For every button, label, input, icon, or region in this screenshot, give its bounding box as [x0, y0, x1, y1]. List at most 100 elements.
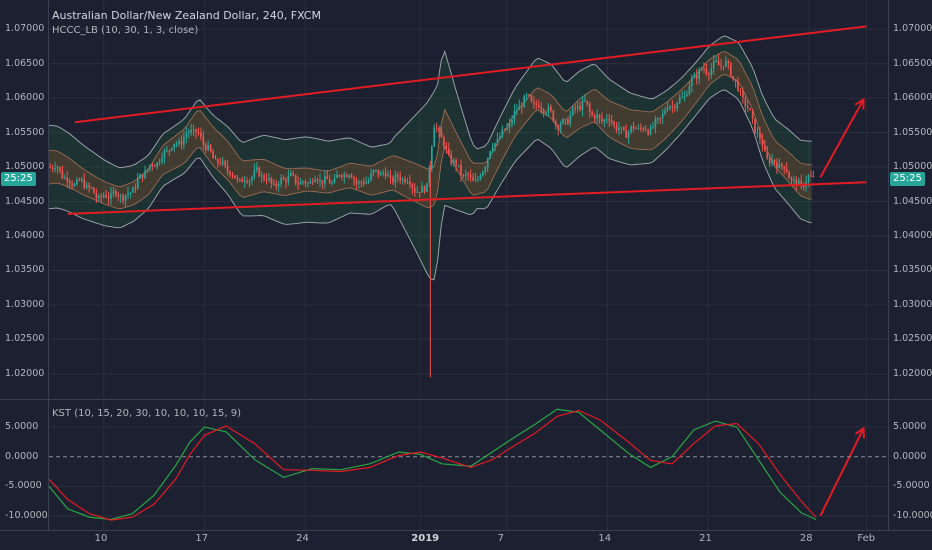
candle-body: [134, 188, 137, 190]
candle-body: [217, 159, 219, 163]
time-tick-label: 14: [598, 533, 612, 544]
price-tick-label-left: 1.02000: [5, 367, 45, 379]
candle-body: [59, 167, 61, 171]
candle-body: [343, 175, 346, 178]
candle-body: [576, 106, 579, 108]
candle-body: [426, 183, 428, 192]
candle-body: [151, 165, 154, 166]
candle-body: [192, 129, 195, 131]
candle-body: [265, 179, 268, 181]
candle-body: [275, 183, 278, 187]
candle-body: [112, 191, 115, 194]
price-tick-label-left: 1.03000: [5, 298, 45, 310]
candle-body: [479, 175, 482, 180]
candle-body: [409, 181, 411, 185]
candle-body: [63, 177, 66, 179]
candle-body: [491, 147, 494, 152]
candle-body: [535, 103, 538, 105]
candle-body: [224, 161, 227, 166]
candle-body: [712, 60, 715, 69]
candle-body: [681, 97, 683, 99]
candle-body: [139, 174, 141, 179]
candle-body: [328, 179, 331, 184]
candle-body: [144, 171, 146, 179]
candle-body: [550, 106, 552, 111]
candle-body: [396, 174, 399, 177]
candle-body: [440, 131, 443, 138]
candle-body: [657, 117, 659, 120]
candle-body: [379, 172, 382, 176]
kst-tick-label-left: 0.0000: [5, 450, 39, 462]
candle-body: [664, 110, 666, 114]
candle-body: [382, 172, 384, 174]
candle-body: [68, 181, 71, 183]
candle-body: [591, 112, 594, 116]
price-tick-label-right: 1.06000: [893, 92, 932, 104]
kst-projection-arrow-head: [854, 426, 865, 439]
kst-tick-label-right: -10.0000: [893, 509, 932, 521]
outer-band-fill: [49, 36, 812, 280]
candle-body: [496, 139, 499, 144]
candle-body: [528, 94, 530, 96]
candle-body: [202, 137, 205, 145]
candle-body: [725, 61, 727, 67]
candle-body: [404, 179, 406, 183]
candle-body: [270, 177, 273, 184]
candle-body: [720, 65, 722, 67]
candle-body: [708, 73, 710, 75]
candle-body: [321, 180, 324, 184]
candle-body: [688, 85, 691, 95]
candle-body: [467, 173, 470, 175]
candle-body: [183, 137, 185, 145]
candle-body: [88, 185, 90, 188]
indicator-lower-label[interactable]: KST (10, 15, 20, 30, 10, 10, 10, 15, 9): [52, 408, 242, 419]
candle-body: [659, 117, 662, 119]
candle-body: [632, 126, 635, 129]
candle-body: [204, 144, 207, 151]
candle-body: [168, 150, 171, 152]
candle-body: [506, 127, 508, 130]
candle-body: [778, 163, 781, 169]
candle-body: [705, 69, 708, 74]
candle-body: [642, 128, 645, 130]
candle-body: [253, 169, 256, 177]
candle-body: [734, 79, 737, 82]
price-tick-label-left: 1.04500: [5, 195, 45, 207]
symbol-title[interactable]: Australian Dollar/New Zealand Dollar, 24…: [52, 9, 321, 22]
candle-body: [516, 109, 518, 111]
candle-body: [348, 175, 350, 177]
candle-body: [243, 180, 246, 182]
outer-band-upper: [48, 35, 812, 169]
candle-body: [54, 168, 56, 170]
candle-body: [406, 181, 409, 183]
kst-tick-label-right: -5.0000: [893, 480, 930, 492]
candle-body: [187, 132, 190, 134]
candle-body: [316, 179, 319, 181]
candle-body: [372, 169, 375, 174]
candle-body: [358, 181, 360, 184]
candle-body: [605, 119, 608, 121]
candle-body: [559, 123, 562, 129]
kst-tick-label-right: 5.0000: [893, 421, 927, 433]
candle-body: [277, 184, 280, 187]
time-tick-label: 10: [94, 533, 108, 544]
candle-body: [367, 180, 370, 183]
candle-body: [759, 132, 761, 140]
candle-body: [219, 163, 222, 164]
candle-body: [756, 132, 759, 134]
candle-body: [231, 174, 234, 176]
indicator-main-label[interactable]: HCCC_LB (10, 30, 1, 3, close): [52, 25, 199, 36]
kst-signal-line: [48, 409, 817, 521]
kst-tick-label-left: -5.0000: [5, 480, 42, 492]
candle-body: [564, 119, 567, 121]
candle-body: [370, 173, 372, 181]
candle-body: [562, 119, 564, 124]
candle-body: [241, 179, 244, 182]
candle-body: [158, 161, 161, 163]
candle-body: [200, 133, 202, 138]
time-tick-label: 21: [699, 533, 712, 544]
candle-body: [807, 175, 810, 182]
candle-body: [477, 179, 479, 180]
candle-body: [751, 110, 754, 119]
